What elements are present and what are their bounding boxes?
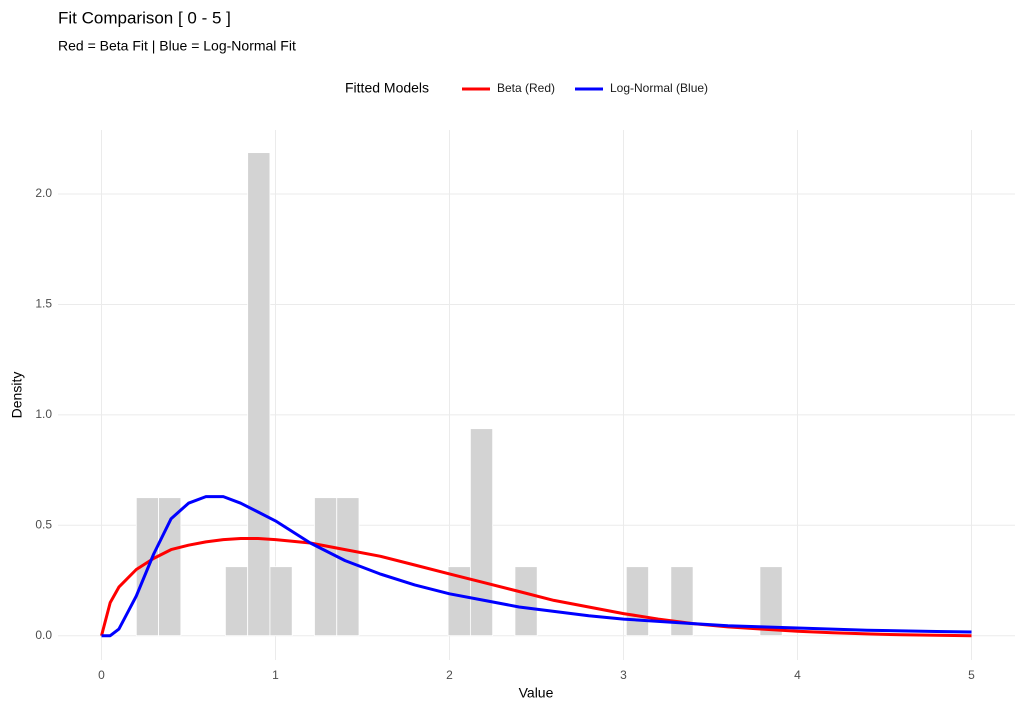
density-line bbox=[100, 537, 972, 638]
x-tick-label: 2 bbox=[446, 668, 453, 682]
chart-subtitle: Red = Beta Fit | Blue = Log-Normal Fit bbox=[58, 38, 296, 54]
x-tick-label: 5 bbox=[968, 668, 975, 682]
y-tick-label: 1.0 bbox=[35, 407, 52, 421]
y-tick-label: 0.5 bbox=[35, 517, 52, 531]
x-axis-label: Value bbox=[519, 685, 554, 701]
y-tick-label: 0.0 bbox=[35, 628, 52, 642]
histogram-bar bbox=[469, 428, 494, 637]
histogram-bar bbox=[625, 566, 649, 637]
histogram-bar bbox=[759, 566, 783, 637]
histogram-bar bbox=[314, 497, 338, 637]
histogram-bar bbox=[514, 566, 538, 637]
x-tick-label: 4 bbox=[794, 668, 801, 682]
x-tick-label: 0 bbox=[98, 668, 105, 682]
legend-label: Log-Normal (Blue) bbox=[610, 81, 708, 95]
y-tick-label: 2.0 bbox=[35, 186, 52, 200]
y-axis-label: Density bbox=[9, 372, 25, 419]
histogram-bar bbox=[247, 152, 271, 637]
histogram-bar bbox=[336, 497, 360, 637]
x-tick-label: 1 bbox=[272, 668, 279, 682]
histogram-bar bbox=[670, 566, 694, 637]
histogram-bar bbox=[224, 566, 249, 637]
legend-title: Fitted Models bbox=[345, 80, 429, 96]
legend-label: Beta (Red) bbox=[497, 81, 555, 95]
x-tick-label: 3 bbox=[620, 668, 627, 682]
density-line bbox=[101, 495, 972, 638]
y-tick-label: 1.5 bbox=[35, 297, 52, 311]
chart-title: Fit Comparison [ 0 - 5 ] bbox=[58, 8, 231, 27]
histogram-bar bbox=[269, 566, 293, 637]
